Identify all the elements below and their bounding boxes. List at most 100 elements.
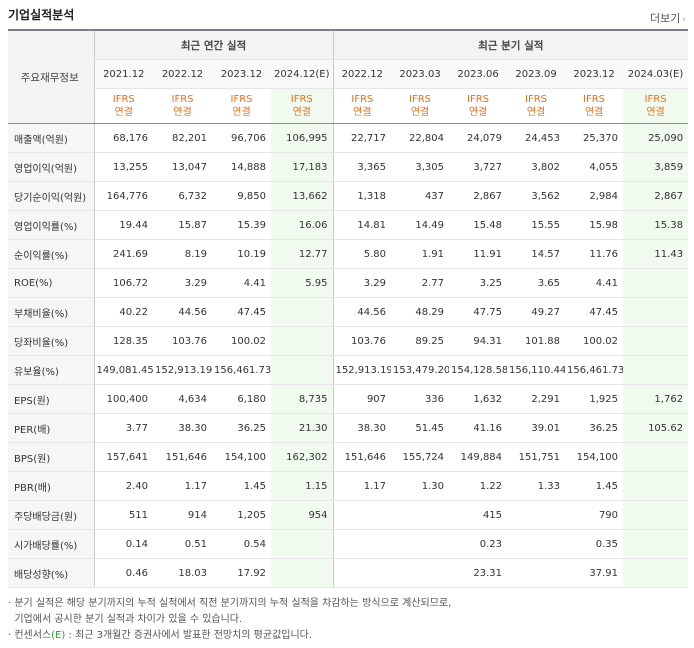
footnotes: · 분기 실적은 해당 분기까지의 누적 실적에서 직전 분기까지의 누적 실적… xyxy=(8,596,451,644)
table-cell: 25,090 xyxy=(623,123,689,153)
row-label: 부채비율(%) xyxy=(8,297,94,327)
group-annual: 최근 연간 실적 xyxy=(93,30,334,60)
table-cell: 44.56 xyxy=(332,297,392,327)
table-cell: 22,804 xyxy=(391,123,450,153)
note-line-3-prefix: · 컨센서스 xyxy=(8,630,52,641)
table-cell xyxy=(271,558,334,588)
table-cell: 162,302 xyxy=(271,442,334,472)
table-cell: 6,732 xyxy=(153,181,212,211)
table-cell: 954 xyxy=(271,500,334,530)
chevron-right-icon: › xyxy=(682,15,686,25)
table-row: PER(배) 3.77 38.30 36.25 21.30 38.30 51.45 41.16… xyxy=(8,413,689,443)
more-link[interactable]: 더보기 › xyxy=(650,10,686,26)
ifrs-label: IFRS xyxy=(290,94,313,105)
ifrs-header: IFRS 연결 xyxy=(271,88,334,124)
table-cell: 154,128.58 xyxy=(449,355,508,385)
table-cell: 2,867 xyxy=(449,181,508,211)
table-cell: 3,859 xyxy=(623,152,689,182)
row-label: PBR(배) xyxy=(8,471,94,501)
table-cell: 437 xyxy=(391,181,450,211)
table-cell xyxy=(507,500,566,530)
table-row: 당기순이익(억원) 164,776 6,732 9,850 13,662 1,318 437… xyxy=(8,181,689,211)
ifrs-label: IFRS xyxy=(467,94,490,105)
table-cell: 3,305 xyxy=(391,152,450,182)
table-cell: 1.17 xyxy=(332,471,392,501)
ifrs-sub-label: 연결 xyxy=(114,107,133,118)
table-row: 영업이익(억원) 13,255 13,047 14,888 17,183 3,365 3,3… xyxy=(8,152,689,182)
table-cell: 3.25 xyxy=(449,268,508,298)
table-cell: 82,201 xyxy=(153,123,212,153)
table-cell: 11.91 xyxy=(449,239,508,269)
table-cell: 106.72 xyxy=(93,268,153,298)
period-header: 2021.12 xyxy=(93,59,153,89)
table-cell: 105.62 xyxy=(623,413,689,443)
table-cell: 5.80 xyxy=(332,239,392,269)
table-cell xyxy=(271,326,334,356)
table-cell: 15.48 xyxy=(449,210,508,240)
table-cell: 790 xyxy=(565,500,624,530)
table-cell: 336 xyxy=(391,384,450,414)
table-cell: 1.91 xyxy=(391,239,450,269)
table-cell: 18.03 xyxy=(153,558,212,588)
ifrs-sub-label: 연결 xyxy=(353,107,372,118)
row-label: 시가배당률(%) xyxy=(8,529,94,559)
table-cell xyxy=(271,355,334,385)
table-cell: 2,291 xyxy=(507,384,566,414)
row-label: 영업이익(억원) xyxy=(8,152,94,182)
table-cell: 1.17 xyxy=(153,471,212,501)
table-cell: 17,183 xyxy=(271,152,334,182)
table-cell: 101.88 xyxy=(507,326,566,356)
period-header: 2024.03(E) xyxy=(623,59,689,89)
ifrs-header: IFRS 연결 xyxy=(623,88,689,124)
table-cell: 47.45 xyxy=(565,297,624,327)
ifrs-sub-label: 연결 xyxy=(232,107,251,118)
row-label: EPS(원) xyxy=(8,384,94,414)
table-cell: 1,762 xyxy=(623,384,689,414)
table-cell: 3.29 xyxy=(332,268,392,298)
table-cell: 39.01 xyxy=(507,413,566,443)
table-cell: 0.51 xyxy=(153,529,212,559)
ifrs-label: IFRS xyxy=(351,94,374,105)
table-cell: 23.31 xyxy=(449,558,508,588)
table-cell: 49.27 xyxy=(507,297,566,327)
ifrs-label: IFRS xyxy=(230,94,253,105)
row-label: 주당배당금(원) xyxy=(8,500,94,530)
table-cell: 907 xyxy=(332,384,392,414)
table-cell: 4,634 xyxy=(153,384,212,414)
ifrs-sub-label: 연결 xyxy=(526,107,546,118)
table-cell: 2,867 xyxy=(623,181,689,211)
note-line-1: · 분기 실적은 해당 분기까지의 누적 실적에서 직전 분기까지의 누적 실적… xyxy=(8,598,452,609)
table-cell: 151,646 xyxy=(153,442,212,472)
ifrs-header: IFRS 연결 xyxy=(507,88,566,124)
table-cell: 1.45 xyxy=(565,471,624,501)
note-line-3-e: (E) xyxy=(51,630,66,641)
table-cell: 3.77 xyxy=(93,413,153,443)
table-cell: 241.69 xyxy=(93,239,153,269)
table-row: ROE(%) 106.72 3.29 4.41 5.95 3.29 2.77 3.25 3.65… xyxy=(8,268,689,298)
table-cell: 15.38 xyxy=(623,210,689,240)
table-row: 배당성향(%) 0.46 18.03 17.92 23.31 37.91 xyxy=(8,558,689,588)
ifrs-sub-label: 연결 xyxy=(410,107,430,118)
section-title: 기업실적분석 xyxy=(8,8,75,22)
table-cell: 151,646 xyxy=(332,442,392,472)
table-row: 당좌비율(%) 128.35 103.76 100.02 103.76 89.25 94.3… xyxy=(8,326,689,356)
table-cell: 3,727 xyxy=(449,152,508,182)
table-cell: 4,055 xyxy=(565,152,624,182)
ifrs-sub-label: 연결 xyxy=(584,107,604,118)
table-cell: 9,850 xyxy=(212,181,271,211)
table-cell: 1.22 xyxy=(449,471,508,501)
table-cell: 14.57 xyxy=(507,239,566,269)
table-cell: 48.29 xyxy=(391,297,450,327)
table-cell: 100,400 xyxy=(93,384,153,414)
table-cell: 149,081.45 xyxy=(93,355,153,385)
table-cell xyxy=(623,500,689,530)
table-cell: 164,776 xyxy=(93,181,153,211)
table-cell: 0.46 xyxy=(93,558,153,588)
table-cell xyxy=(332,558,392,588)
table-cell: 100.02 xyxy=(212,326,271,356)
table-cell: 13,662 xyxy=(271,181,334,211)
table-cell: 5.95 xyxy=(271,268,334,298)
table-cell: 3,802 xyxy=(507,152,566,182)
table-cell: 156,110.44 xyxy=(507,355,566,385)
table-cell xyxy=(391,558,450,588)
